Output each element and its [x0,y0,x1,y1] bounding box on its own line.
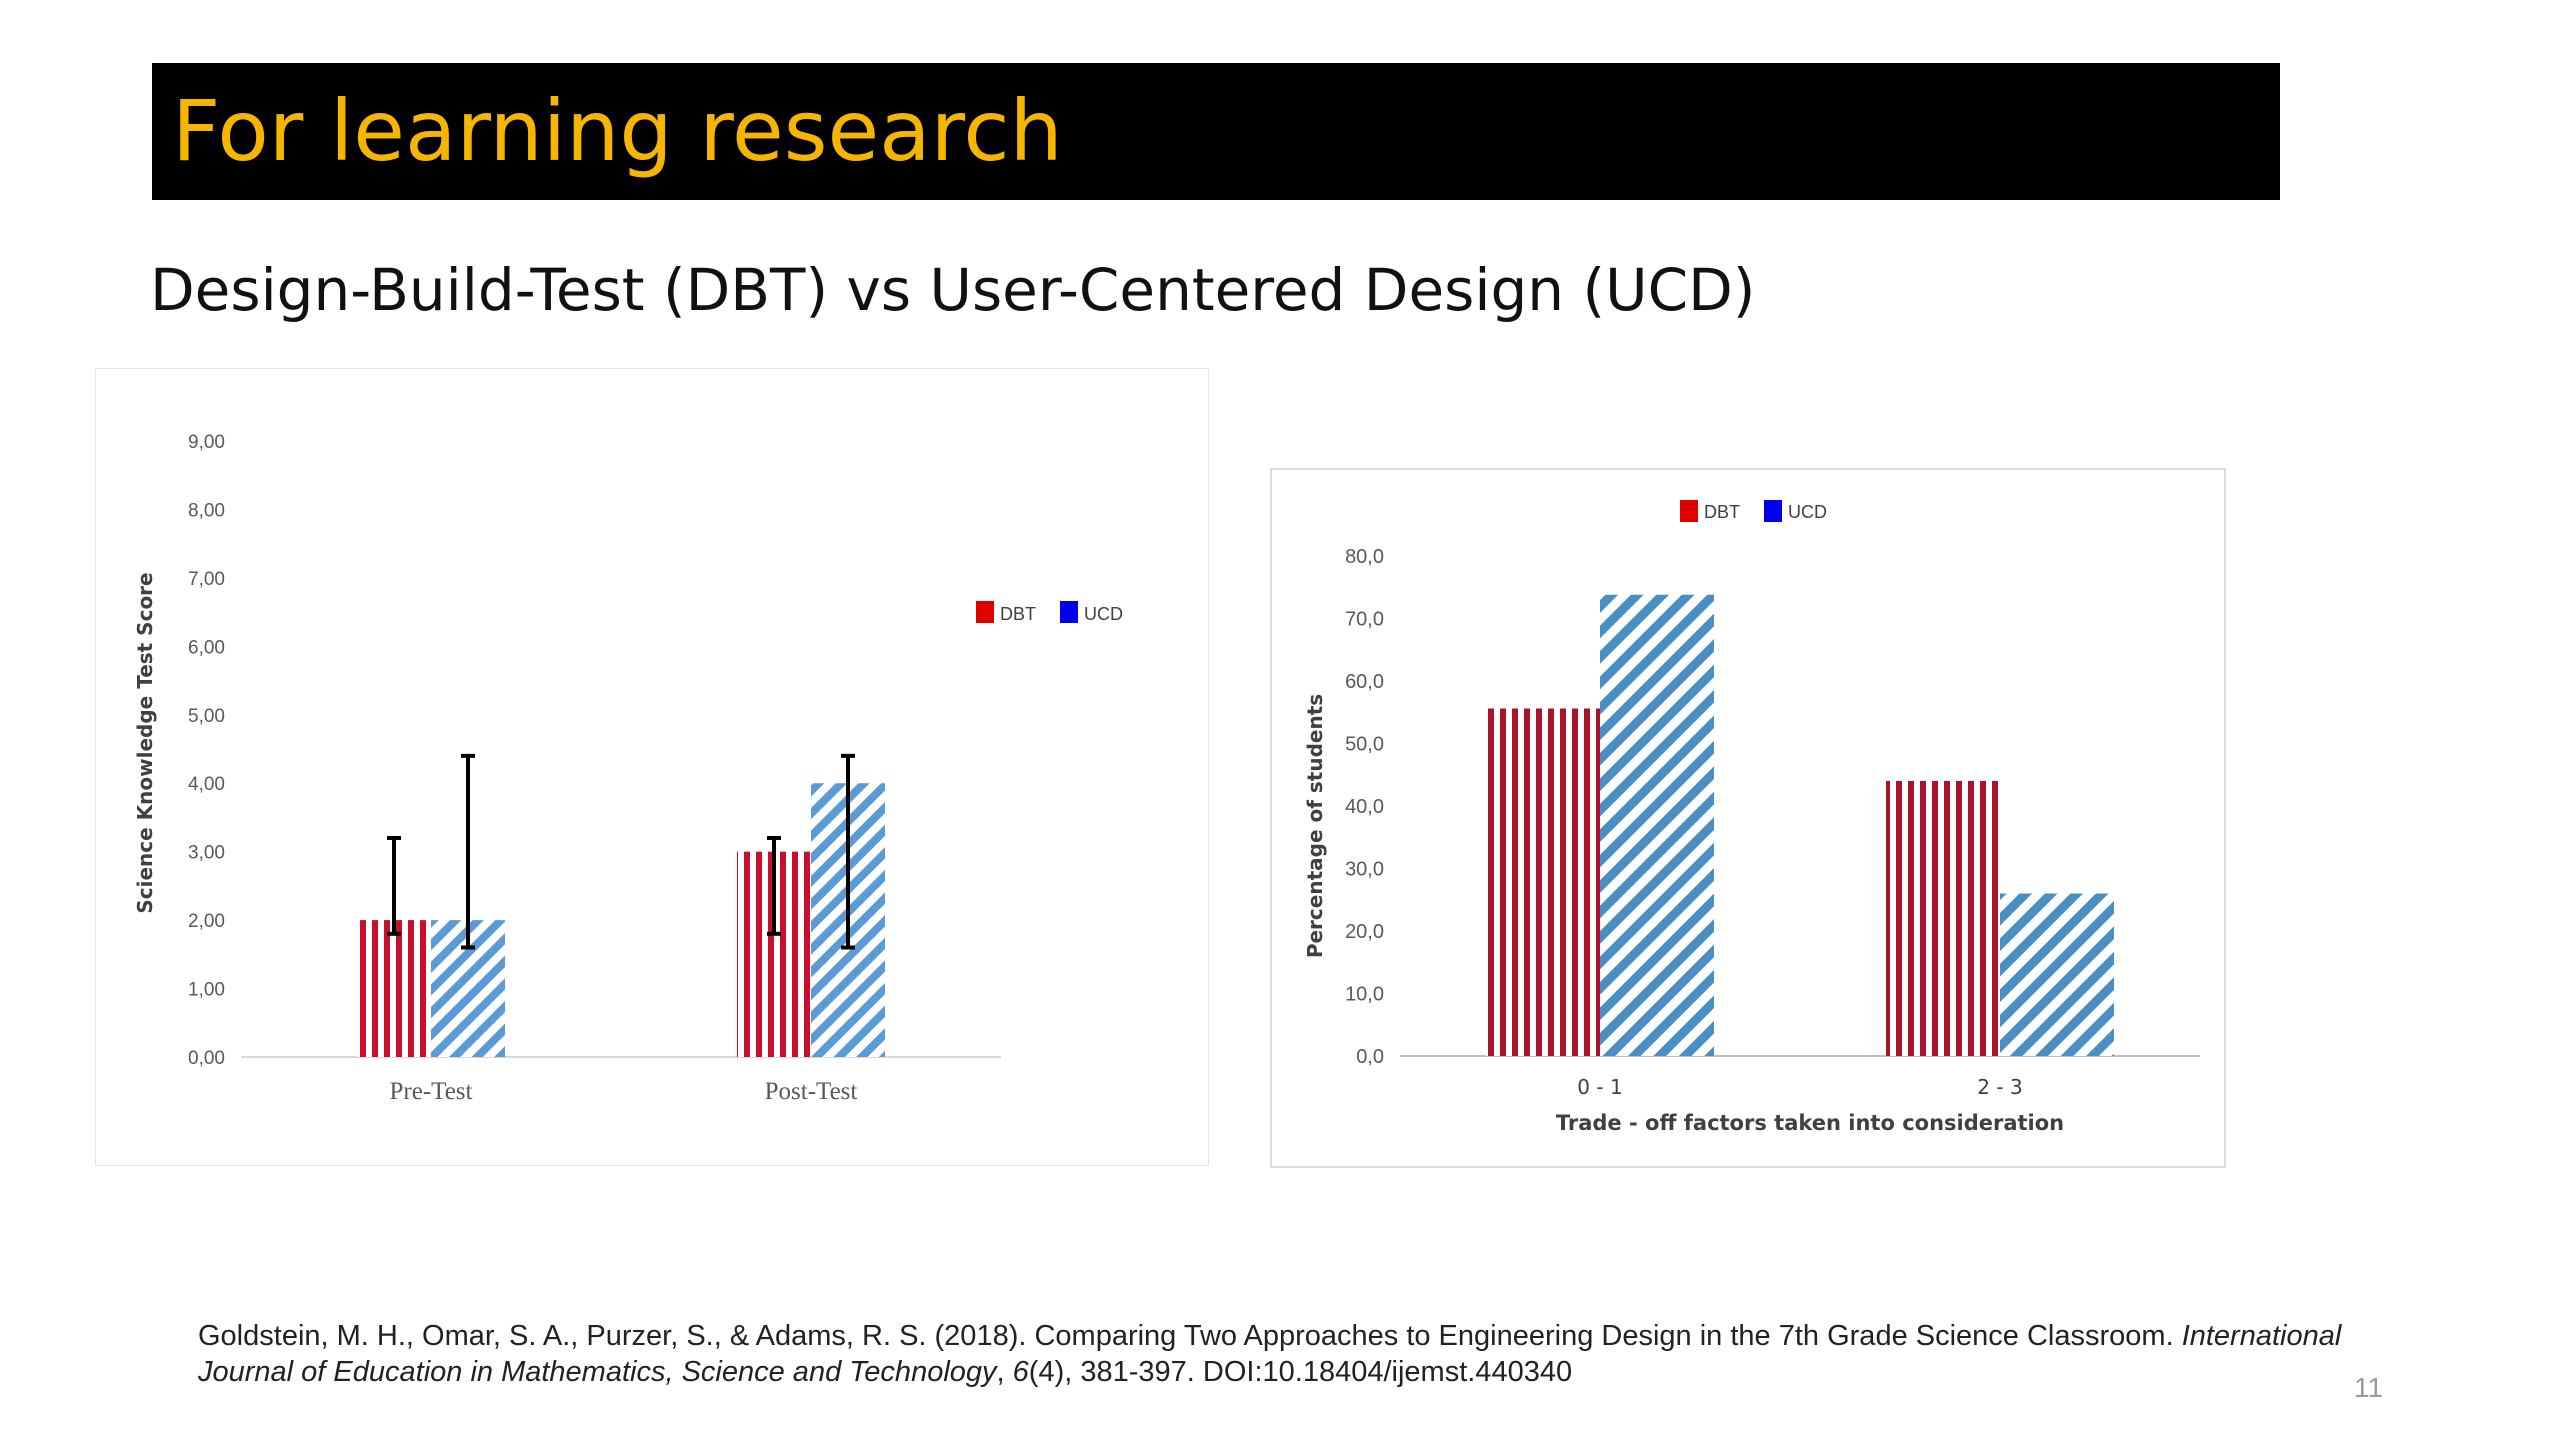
bar-ucd-cat-1 [2000,893,2114,1056]
x-category-label: Pre-Test [390,1078,473,1105]
chart-knowledge-scores-svg: 0,00 1,00 2,00 3,00 4,00 5,00 6,00 7,00 8,00 9,00… [133,432,1123,1105]
bar-dbt-cat-0 [1486,708,1600,1056]
y-tick-label: 1,00 [188,980,225,1001]
bar-dbt-cat-1 [1886,781,2000,1056]
y-tick-label: 4,00 [188,774,225,795]
citation-rest: (4), 381-397. DOI:10.18404/ijemst.440340 [1028,1356,1573,1388]
legend-label-dbt: DBT [1000,604,1036,624]
title-bar: For learning research [152,63,2280,200]
y-tick-label: 50,0 [1345,734,1384,756]
y-tick-label: 70,0 [1345,609,1384,631]
citation-volume: 6 [1012,1356,1029,1388]
legend-label-dbt: DBT [1704,502,1740,522]
legend-label-ucd: UCD [1788,502,1827,522]
y-tick-label: 8,00 [188,500,225,521]
citation-authors: Goldstein, M. H., Omar, S. A., Purzer, S… [198,1320,2182,1352]
slide-subtitle: Design-Build-Test (DBT) vs User-Centered… [150,256,1756,324]
bar-ucd-cat-0 [1600,594,1714,1056]
chart-tradeoff-factors: 0,0 10,0 20,0 30,0 40,0 50,0 60,0 70,0 80,0 Perce… [1270,468,2226,1168]
citation-sep: , [996,1356,1013,1388]
citation: Goldstein, M. H., Omar, S. A., Purzer, S… [198,1318,2418,1390]
y-tick-label: 6,00 [188,637,225,658]
y-tick-label: 5,00 [188,706,225,727]
x-category-label: 2 - 3 [1977,1075,2022,1099]
x-category-label: Post-Test [765,1078,858,1105]
y-axis-label: Science Knowledge Test Score [133,572,157,913]
y-tick-label: 80,0 [1345,546,1384,568]
y-tick-label: 40,0 [1345,796,1384,818]
citation-journal: International Journal of Education in Ma… [198,1320,2342,1388]
page-number: 11 [2354,1372,2384,1403]
y-tick-label: 30,0 [1345,859,1384,881]
legend-swatch-ucd [1764,500,1782,522]
legend-swatch-dbt [1680,500,1698,522]
x-axis-label: Trade - off factors taken into considera… [1556,1111,2064,1135]
y-tick-label: 10,0 [1345,984,1384,1006]
y-tick-label: 9,00 [188,432,225,453]
x-category-label: 0 - 1 [1577,1075,1622,1099]
legend-label-ucd: UCD [1084,604,1123,624]
y-axis-label: Percentage of students [1303,694,1327,958]
y-tick-label: 0,00 [188,1048,225,1069]
y-tick-label: 20,0 [1345,921,1384,943]
bar-dbt-pre-test [357,920,431,1057]
y-tick-label: 7,00 [188,569,225,590]
chart-tradeoff-factors-svg: 0,0 10,0 20,0 30,0 40,0 50,0 60,0 70,0 80,0 Perce… [1303,500,2200,1135]
slide-title: For learning research [172,82,1063,180]
y-tick-label: 0,0 [1356,1046,1384,1068]
y-tick-label: 2,00 [188,911,225,932]
chart-knowledge-scores: 0,00 1,00 2,00 3,00 4,00 5,00 6,00 7,00 8,00 9,00… [95,368,1209,1166]
y-tick-label: 60,0 [1345,671,1384,693]
legend-swatch-ucd [1060,601,1078,623]
legend-swatch-dbt [976,601,994,623]
y-tick-label: 3,00 [188,843,225,864]
